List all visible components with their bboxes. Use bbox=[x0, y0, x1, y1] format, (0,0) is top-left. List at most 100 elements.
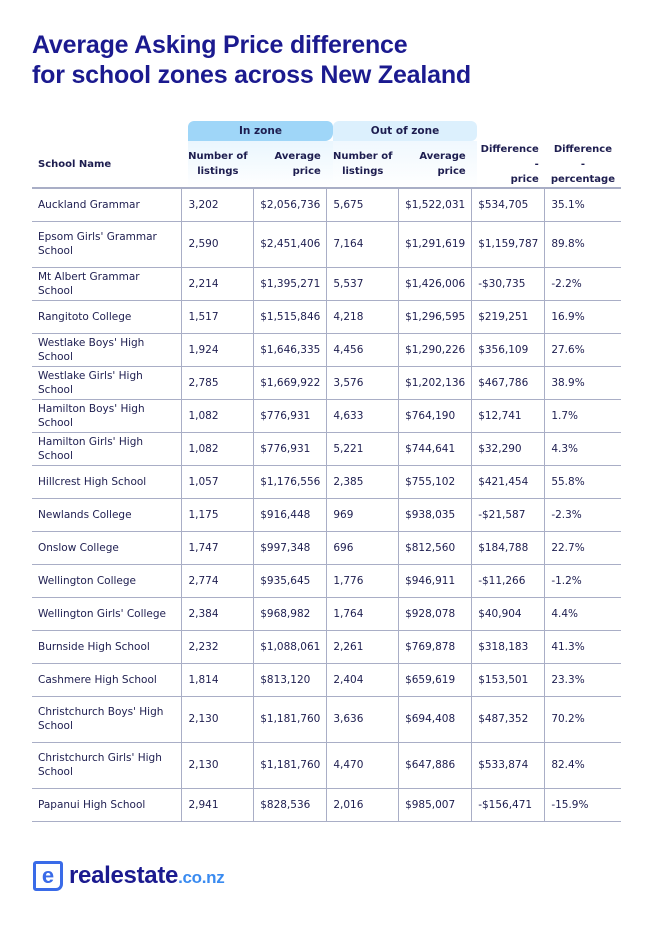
cell-school-name: Wellington Girls' College bbox=[32, 596, 183, 631]
cell-out-listings: 2,404 bbox=[326, 662, 400, 697]
cell-school-name: Westlake Boys' High School bbox=[32, 332, 183, 367]
header-out-price: Average price bbox=[419, 151, 466, 177]
cell-out-price: $812,560 bbox=[398, 530, 473, 565]
table-row: Wellington Girls' College 2,384 $968,982 1,… bbox=[32, 596, 621, 631]
cell-school-name: Papanui High School bbox=[32, 787, 183, 822]
cell-school-name: Rangitoto College bbox=[32, 299, 183, 334]
cell-diff-percentage: -2.2% bbox=[544, 266, 621, 301]
cell-in-listings: 2,941 bbox=[181, 787, 255, 822]
table-row: Auckland Grammar 3,202 $2,056,736 5,675 $1,5… bbox=[32, 187, 621, 222]
cell-out-price: $694,408 bbox=[398, 695, 473, 743]
cell-in-price: $935,645 bbox=[253, 563, 328, 598]
cell-in-listings: 2,130 bbox=[181, 741, 255, 789]
cell-school-name: Mt Albert Grammar School bbox=[32, 266, 183, 301]
cell-diff-percentage: 38.9% bbox=[544, 365, 621, 400]
cell-diff-price: $1,159,787 bbox=[471, 220, 546, 268]
cell-diff-price: $467,786 bbox=[471, 365, 546, 400]
cell-school-name: Onslow College bbox=[32, 530, 183, 565]
cell-out-price: $985,007 bbox=[398, 787, 473, 822]
header-school-name: School Name bbox=[38, 158, 112, 170]
cell-diff-price: -$156,471 bbox=[471, 787, 546, 822]
table-row: Mt Albert Grammar School 2,214 $1,395,271 5… bbox=[32, 266, 621, 301]
cell-in-listings: 2,214 bbox=[181, 266, 255, 301]
logo-suffix: .co.nz bbox=[178, 868, 225, 887]
cell-diff-price: -$30,735 bbox=[471, 266, 546, 301]
cell-diff-price: $533,874 bbox=[471, 741, 546, 789]
title-line-2: for school zones across New Zealand bbox=[32, 61, 471, 89]
cell-out-listings: 5,221 bbox=[326, 431, 400, 466]
cell-school-name: Auckland Grammar bbox=[32, 187, 183, 222]
cell-school-name: Hillcrest High School bbox=[32, 464, 183, 499]
cell-in-price: $1,181,760 bbox=[253, 695, 328, 743]
cell-in-listings: 2,774 bbox=[181, 563, 255, 598]
cell-in-listings: 1,057 bbox=[181, 464, 255, 499]
out-of-zone-group-header: Out of zone bbox=[333, 121, 477, 141]
logo-wordmark: realestate.co.nz bbox=[69, 862, 225, 890]
cell-out-price: $1,291,619 bbox=[398, 220, 473, 268]
cell-out-price: $1,522,031 bbox=[398, 187, 473, 222]
cell-diff-percentage: 4.3% bbox=[544, 431, 621, 466]
cell-out-listings: 1,776 bbox=[326, 563, 400, 598]
cell-out-price: $755,102 bbox=[398, 464, 473, 499]
cell-out-price: $1,296,595 bbox=[398, 299, 473, 334]
cell-in-price: $1,176,556 bbox=[253, 464, 328, 499]
realestate-logo: e realestate.co.nz bbox=[33, 861, 225, 891]
table-row: Christchurch Girls' High School 2,130 $1,1… bbox=[32, 741, 621, 789]
table-row: Burnside High School 2,232 $1,088,061 2,261… bbox=[32, 629, 621, 664]
cell-in-listings: 2,785 bbox=[181, 365, 255, 400]
in-zone-header-bg bbox=[188, 141, 333, 188]
cell-diff-price: $356,109 bbox=[471, 332, 546, 367]
table-row: Hillcrest High School 1,057 $1,176,556 2,38… bbox=[32, 464, 621, 499]
cell-in-price: $2,451,406 bbox=[253, 220, 328, 268]
table-row: Hamilton Boys' High School 1,082 $776,931 4… bbox=[32, 398, 621, 433]
cell-in-price: $1,395,271 bbox=[253, 266, 328, 301]
cell-school-name: Cashmere High School bbox=[32, 662, 183, 697]
in-zone-group-header: In zone bbox=[188, 121, 333, 141]
cell-in-listings: 1,517 bbox=[181, 299, 255, 334]
cell-diff-percentage: 22.7% bbox=[544, 530, 621, 565]
cell-diff-price: $534,705 bbox=[471, 187, 546, 222]
cell-in-price: $813,120 bbox=[253, 662, 328, 697]
cell-diff-price: -$11,266 bbox=[471, 563, 546, 598]
cell-diff-percentage: 35.1% bbox=[544, 187, 621, 222]
cell-diff-price: $32,290 bbox=[471, 431, 546, 466]
cell-diff-percentage: -15.9% bbox=[544, 787, 621, 822]
cell-in-listings: 1,747 bbox=[181, 530, 255, 565]
cell-in-listings: 2,130 bbox=[181, 695, 255, 743]
cell-in-price: $916,448 bbox=[253, 497, 328, 532]
logo-main: realestate bbox=[69, 862, 179, 889]
cell-diff-percentage: 82.4% bbox=[544, 741, 621, 789]
table-row: Onslow College 1,747 $997,348 696 $812,560 $1… bbox=[32, 530, 621, 565]
header-out-listings: Number of listings bbox=[332, 151, 393, 177]
cell-diff-price: $40,904 bbox=[471, 596, 546, 631]
cell-out-price: $946,911 bbox=[398, 563, 473, 598]
cell-diff-price: $421,454 bbox=[471, 464, 546, 499]
cell-out-price: $744,641 bbox=[398, 431, 473, 466]
cell-out-price: $1,426,006 bbox=[398, 266, 473, 301]
cell-school-name: Christchurch Boys' High School bbox=[32, 695, 183, 743]
table-row: Papanui High School 2,941 $828,536 2,016 $98… bbox=[32, 787, 621, 822]
cell-diff-percentage: -2.3% bbox=[544, 497, 621, 532]
title-line-1: Average Asking Price difference bbox=[32, 31, 408, 59]
cell-out-price: $769,878 bbox=[398, 629, 473, 664]
header-in-price: Average price bbox=[274, 151, 321, 177]
table-row: Wellington College 2,774 $935,645 1,776 $946… bbox=[32, 563, 621, 598]
cell-school-name: Wellington College bbox=[32, 563, 183, 598]
logo-mark-letter: e bbox=[41, 863, 55, 888]
cell-school-name: Burnside High School bbox=[32, 629, 183, 664]
cell-out-listings: 4,218 bbox=[326, 299, 400, 334]
table-row: Christchurch Boys' High School 2,130 $1,18… bbox=[32, 695, 621, 743]
cell-school-name: Christchurch Girls' High School bbox=[32, 741, 183, 789]
table-row: Westlake Boys' High School 1,924 $1,646,33… bbox=[32, 332, 621, 367]
cell-in-listings: 1,082 bbox=[181, 431, 255, 466]
cell-out-listings: 2,261 bbox=[326, 629, 400, 664]
cell-out-listings: 3,576 bbox=[326, 365, 400, 400]
cell-diff-percentage: 70.2% bbox=[544, 695, 621, 743]
cell-diff-price: -$21,587 bbox=[471, 497, 546, 532]
header-diff-price: Difference - price bbox=[480, 143, 539, 185]
cell-out-listings: 4,633 bbox=[326, 398, 400, 433]
cell-in-price: $1,181,760 bbox=[253, 741, 328, 789]
table-row: Westlake Girls' High School 2,785 $1,669,9… bbox=[32, 365, 621, 400]
header-in-listings: Number of listings bbox=[188, 151, 248, 177]
table-row: Epsom Girls' Grammar School 2,590 $2,451,4… bbox=[32, 220, 621, 268]
